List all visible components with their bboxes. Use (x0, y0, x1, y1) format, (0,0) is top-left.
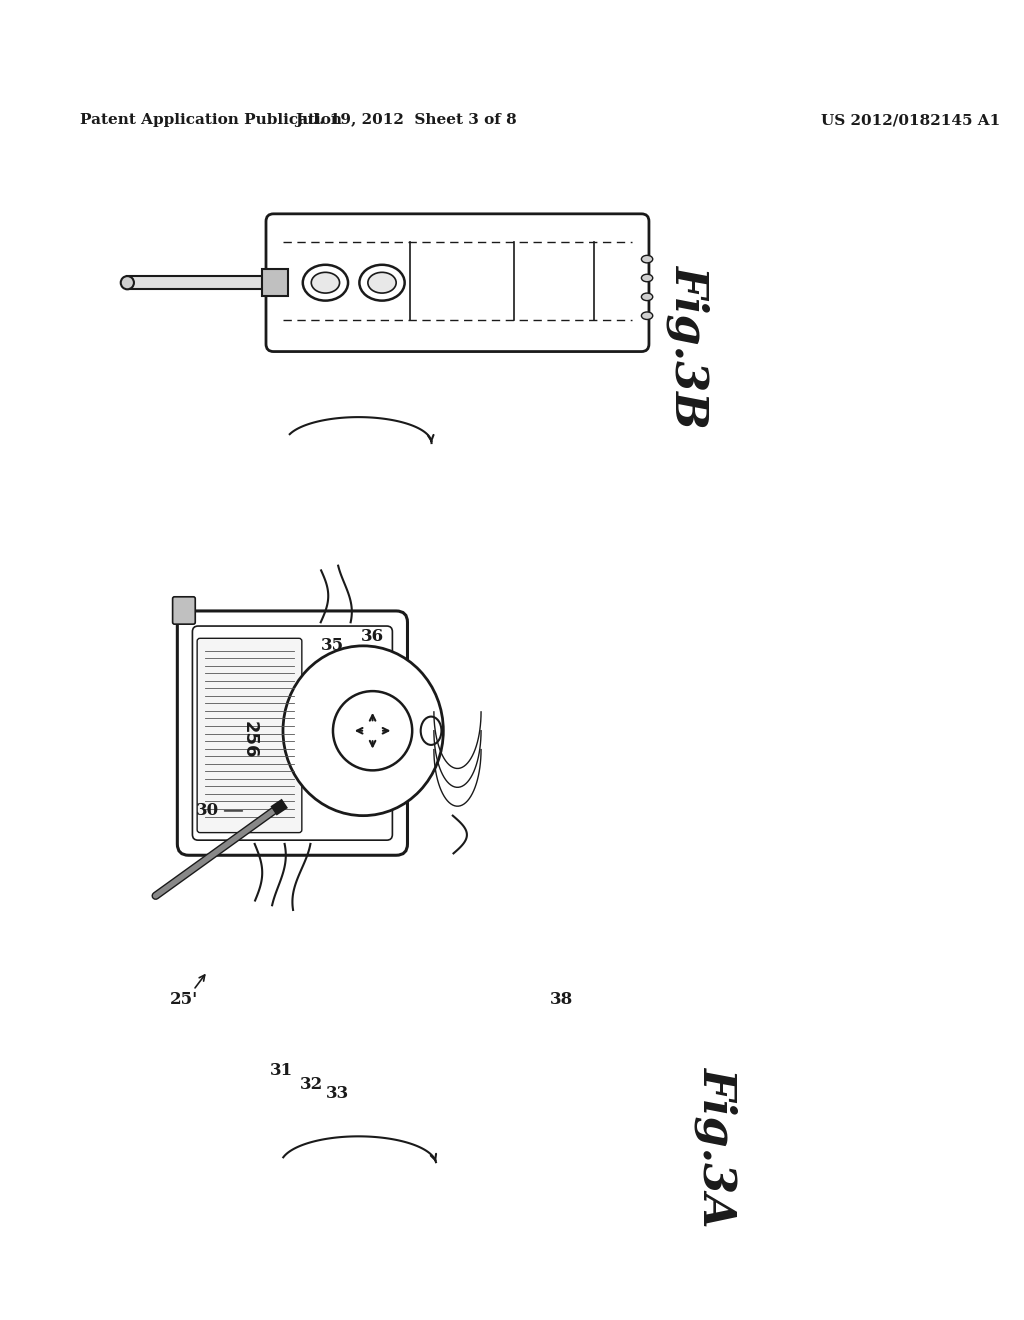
Text: US 2012/0182145 A1: US 2012/0182145 A1 (820, 114, 999, 128)
Ellipse shape (283, 645, 443, 816)
Ellipse shape (333, 692, 413, 771)
Ellipse shape (641, 255, 652, 263)
FancyBboxPatch shape (173, 597, 196, 624)
Text: Patent Application Publication: Patent Application Publication (80, 114, 342, 128)
Text: Fig.3B: Fig.3B (667, 264, 711, 428)
Text: 31: 31 (269, 1061, 293, 1078)
Text: 30: 30 (196, 803, 219, 820)
Text: 256: 256 (241, 722, 259, 759)
Ellipse shape (359, 265, 404, 301)
FancyBboxPatch shape (198, 639, 302, 833)
Ellipse shape (641, 312, 652, 319)
Text: 35: 35 (321, 638, 344, 655)
Polygon shape (127, 276, 283, 289)
Ellipse shape (311, 272, 340, 293)
Polygon shape (262, 269, 288, 296)
FancyBboxPatch shape (193, 626, 392, 840)
Text: Jul. 19, 2012  Sheet 3 of 8: Jul. 19, 2012 Sheet 3 of 8 (295, 114, 516, 128)
Text: 25': 25' (170, 991, 198, 1008)
Ellipse shape (303, 265, 348, 301)
Ellipse shape (641, 293, 652, 301)
Ellipse shape (368, 272, 396, 293)
Ellipse shape (121, 276, 134, 289)
FancyBboxPatch shape (177, 611, 408, 855)
Text: 36: 36 (361, 628, 384, 645)
Text: Fig.3A: Fig.3A (695, 1065, 738, 1226)
Ellipse shape (641, 275, 652, 281)
Text: 38: 38 (550, 991, 572, 1008)
FancyBboxPatch shape (266, 214, 649, 351)
Text: 33: 33 (326, 1085, 349, 1102)
Ellipse shape (421, 717, 441, 744)
Text: 32: 32 (300, 1076, 323, 1093)
